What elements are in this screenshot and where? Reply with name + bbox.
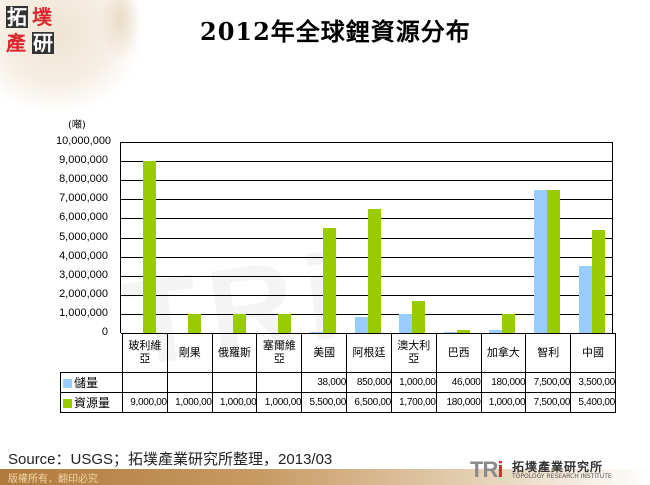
gridline	[121, 161, 612, 163]
source-note: Source：USGS；拓墣產業研究所整理，2013/03	[8, 451, 333, 468]
bar-reserve	[444, 332, 458, 333]
category-label: 俄羅斯	[211, 333, 258, 373]
bar-resource	[277, 313, 291, 333]
background-map-decoration	[100, 0, 140, 60]
gridline	[121, 180, 612, 182]
category-label: 中國	[570, 333, 616, 373]
logo-char: 拓	[6, 5, 28, 29]
category-label: 智利	[525, 333, 572, 373]
company-logo: 拓 墣 產 研	[6, 6, 58, 56]
y-tick-label: 4,000,000	[59, 249, 108, 262]
gridline	[121, 313, 612, 315]
logo-char: 產	[6, 31, 26, 55]
bar-reserve	[488, 329, 502, 333]
y-tick-label: 2,000,000	[59, 287, 108, 300]
bar-resource	[367, 208, 381, 333]
y-tick-label: 1,000,000	[59, 306, 108, 319]
plot-area	[120, 142, 613, 334]
category-label: 玻利維 亞	[122, 333, 168, 373]
resource-value: 1,000,00	[211, 392, 258, 413]
reserve-value: 850,000	[346, 372, 392, 393]
resource-value: 1,000,00	[166, 392, 213, 413]
reserve-value	[122, 372, 168, 393]
resource-value: 7,500,00	[525, 392, 572, 413]
tri-brand-logo: TRi 拓墣產業研究所 TOPOLOGY RESEARCH INSTITUTE	[470, 457, 645, 482]
reserve-row: 儲量 38,000 850,000 1,000,00 46,000 180,000 7,5…	[60, 372, 616, 393]
category-label: 巴西	[435, 333, 482, 373]
category-label: 澳大利 亞	[390, 333, 437, 373]
resource-value: 1,000,00	[480, 392, 527, 413]
legend-label: 儲量	[74, 376, 99, 390]
gridline	[121, 237, 612, 239]
gridline	[121, 199, 612, 201]
bar-reserve	[578, 266, 592, 333]
bar-reserve	[399, 313, 413, 333]
reserve-value: 3,500,00	[570, 372, 616, 393]
resource-value: 5,500,00	[301, 392, 348, 413]
bar-resource	[546, 189, 560, 333]
legend-reserve: 儲量	[60, 372, 123, 393]
reserve-value	[166, 372, 213, 393]
y-tick-label: 10,000,000	[56, 135, 112, 147]
resource-value: 1,700,00	[390, 392, 437, 413]
brand-name-en: TOPOLOGY RESEARCH INSTITUTE	[512, 473, 612, 480]
category-label: 剛果	[166, 333, 213, 373]
resource-value: 5,400,00	[570, 392, 616, 413]
bar-resource	[188, 313, 202, 333]
gridline	[121, 256, 612, 258]
reserve-value: 1,000,00	[390, 372, 437, 393]
legend-label: 資源量	[74, 396, 111, 410]
bar-resource	[322, 227, 336, 333]
y-tick-label: 3,000,000	[59, 268, 108, 281]
slide-title: 2012年全球鋰資源分布	[200, 17, 471, 46]
bar-resource	[457, 329, 471, 333]
tri-logo-mark: TRi	[470, 457, 503, 482]
reserve-value: 180,000	[480, 372, 527, 393]
resource-value: 9,000,00	[122, 392, 168, 413]
y-tick-label: 6,000,000	[59, 211, 108, 224]
reserve-value: 38,000	[301, 372, 348, 393]
legend-swatch-icon	[63, 399, 72, 409]
legend-swatch-icon	[63, 379, 72, 389]
y-axis-unit-label: (噸)	[68, 120, 86, 131]
reserve-value: 46,000	[435, 372, 482, 393]
resource-value: 1,000,00	[256, 392, 303, 413]
category-label: 塞爾維 亞	[256, 333, 303, 373]
gridline	[121, 218, 612, 220]
bar-reserve	[533, 189, 547, 333]
logo-char: 研	[32, 31, 54, 55]
reserve-value	[256, 372, 303, 393]
copyright-notice: 版權所有．翻印必究	[8, 474, 98, 485]
bar-resource	[591, 229, 605, 333]
logo-char: 墣	[32, 5, 52, 29]
y-tick-label: 5,000,000	[59, 230, 108, 243]
legend-resource: 資源量	[60, 392, 123, 413]
bar-resource	[412, 300, 426, 333]
resource-value: 6,500,00	[346, 392, 392, 413]
chart-data-table: 玻利維 亞剛果 俄羅斯 塞爾維 亞美國 阿根廷 澳大利 亞巴西 加拿大 智利 中國 儲量 38…	[60, 333, 616, 413]
resource-row: 資源量 9,000,00 1,000,00 1,000,00 1,000,00 5,50…	[60, 392, 616, 413]
y-tick-label: 8,000,000	[59, 173, 108, 186]
resource-value: 180,000	[435, 392, 482, 413]
category-label: 加拿大	[480, 333, 527, 373]
category-label: 美國	[301, 333, 348, 373]
brand-name-cn: 拓墣產業研究所	[512, 460, 604, 474]
category-row: 玻利維 亞剛果 俄羅斯 塞爾維 亞美國 阿根廷 澳大利 亞巴西 加拿大 智利 中國	[61, 333, 616, 373]
bar-resource	[143, 161, 157, 333]
y-tick-label: 7,000,000	[59, 192, 108, 205]
reserve-value: 7,500,00	[525, 372, 572, 393]
bar-resource	[233, 313, 247, 333]
bar-resource	[501, 313, 515, 333]
gridline	[121, 294, 612, 296]
category-label: 阿根廷	[346, 333, 392, 373]
bar-reserve	[309, 332, 323, 333]
footer-bar	[0, 469, 650, 485]
bar-reserve	[354, 316, 368, 333]
corner-cell	[61, 334, 123, 373]
reserve-value	[211, 372, 258, 393]
gridline	[121, 275, 612, 277]
y-tick-label: 9,000,000	[59, 154, 108, 167]
y-tick-label: 0	[101, 326, 108, 338]
